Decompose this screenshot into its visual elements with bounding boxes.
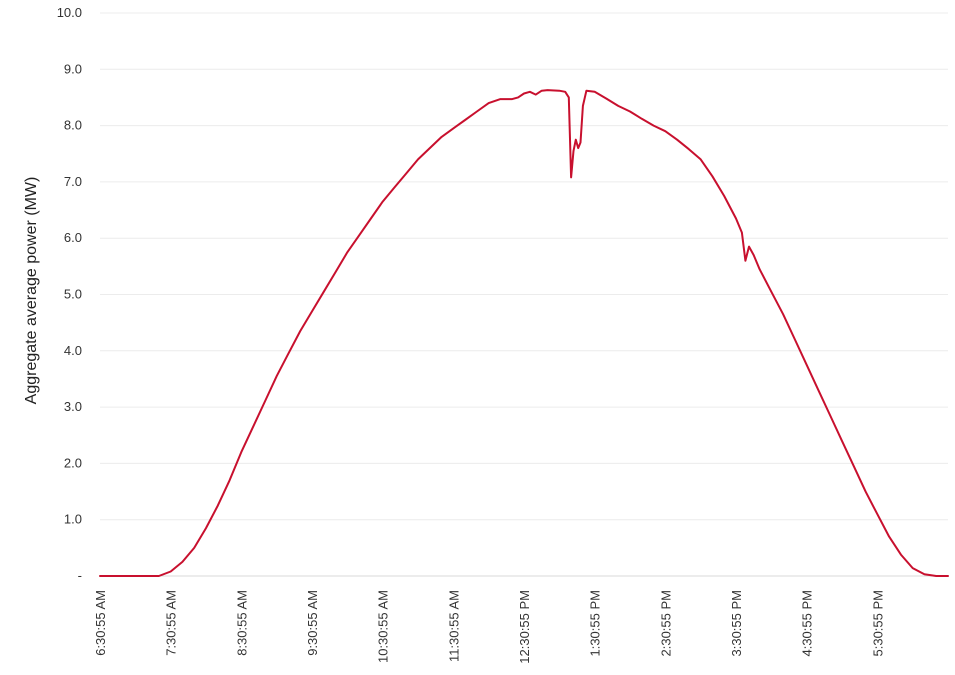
y-tick-label: 6.0 <box>64 230 82 245</box>
y-tick-label: 7.0 <box>64 174 82 189</box>
y-tick-label: 2.0 <box>64 455 82 470</box>
grid-lines <box>100 12 948 521</box>
y-tick-label: 3.0 <box>64 399 82 414</box>
y-axis-tick-labels: - 1.0 2.0 3.0 4.0 5.0 6.0 7.0 8.0 9.0 10.0 <box>57 5 82 583</box>
y-tick-label: - <box>78 568 82 583</box>
y-tick-label: 1.0 <box>64 512 82 527</box>
x-tick-label: 2:30:55 PM <box>658 590 673 657</box>
x-axis-tick-labels: 6:30:55 AM 7:30:55 AM 8:30:55 AM 9:30:55 AM… <box>93 590 885 664</box>
x-tick-label: 7:30:55 AM <box>164 590 179 656</box>
y-tick-label: 4.0 <box>64 343 82 358</box>
x-tick-label: 12:30:55 PM <box>517 590 532 664</box>
x-tick-label: 5:30:55 PM <box>870 590 885 657</box>
y-tick-label: 5.0 <box>64 287 82 302</box>
power-series-line <box>99 89 949 577</box>
x-tick-label: 1:30:55 PM <box>588 590 603 657</box>
x-tick-label: 11:30:55 AM <box>446 590 461 662</box>
x-tick-label: 8:30:55 AM <box>234 590 249 656</box>
y-tick-label: 8.0 <box>64 118 82 133</box>
x-tick-label: 9:30:55 AM <box>305 590 320 656</box>
x-tick-label: 10:30:55 AM <box>376 590 391 663</box>
y-tick-label: 10.0 <box>57 5 82 20</box>
y-axis-title: Aggregate average power (MW) <box>23 177 40 405</box>
series-layer <box>99 89 949 577</box>
y-tick-label: 9.0 <box>64 61 82 76</box>
x-tick-label: 4:30:55 PM <box>800 590 815 657</box>
x-tick-label: 6:30:55 AM <box>93 590 108 656</box>
x-tick-label: 3:30:55 PM <box>729 590 744 657</box>
